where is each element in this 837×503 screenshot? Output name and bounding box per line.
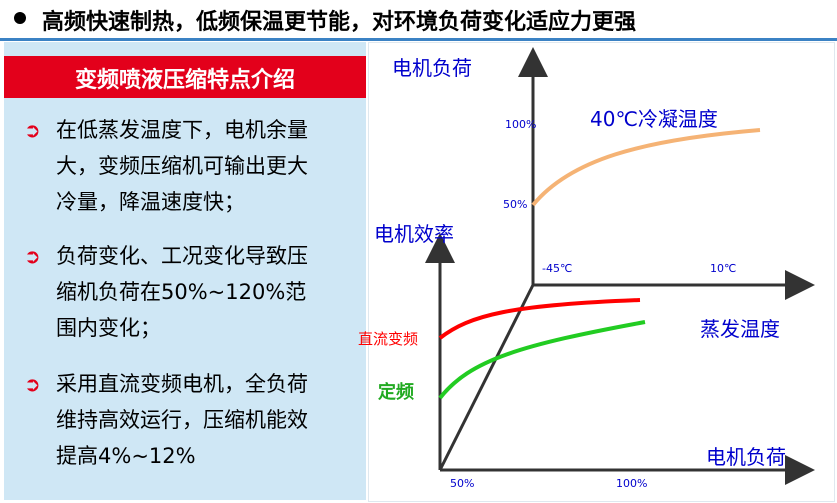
efficiency-axis-label: 电机效率: [374, 222, 454, 246]
feature-item: ➲ 负荷变化、工况变化导致压 缩机负荷在50%~120%范 围内变化；: [24, 238, 364, 346]
arrow-bullet-icon: ➲: [24, 372, 41, 396]
dc-label: 直流变频: [358, 330, 419, 348]
tick-50-bottom: 50%: [450, 477, 475, 490]
features-panel: 变频喷液压缩特点介绍 ➲ 在低蒸发温度下，电机余量 大，变频压缩机可输出更大 冷…: [4, 42, 366, 500]
tick-50-upper: 50%: [503, 198, 528, 211]
tick-10: 10℃: [710, 262, 737, 275]
feature-line: 冷量，降温速度快；: [56, 190, 245, 214]
feature-item: ➲ 在低蒸发温度下，电机余量 大，变频压缩机可输出更大 冷量，降温速度快；: [24, 112, 364, 220]
arrow-bullet-icon: ➲: [24, 118, 41, 142]
fixed-label: 定频: [378, 382, 414, 403]
condense-label: 40℃冷凝温度: [590, 107, 718, 131]
tick-100-bottom: 100%: [616, 477, 648, 490]
feature-item: ➲ 采用直流变频电机，全负荷 维持高效运行，压缩机能效 提高4%~12%: [24, 366, 364, 474]
slide-title: 高频快速制热，低频保温更节能，对环境负荷变化适应力更强: [42, 10, 637, 35]
dc-inverter-curve: [438, 298, 641, 340]
panel-title: 变频喷液压缩特点介绍: [74, 68, 295, 93]
feature-line: 维持高效运行，压缩机能效: [56, 408, 308, 432]
load-axis-label: 电机负荷: [706, 445, 786, 469]
evap-axis-label: 蒸发温度: [700, 317, 780, 341]
feature-line: 采用直流变频电机，全负荷: [56, 372, 308, 396]
fixed-freq-curve: [438, 320, 646, 400]
upper-axis-label: 电机负荷: [392, 56, 472, 80]
bullet-icon: [14, 12, 26, 24]
feature-line: 负荷变化、工况变化导致压: [56, 244, 308, 268]
panel-header: 变频喷液压缩特点介绍: [4, 56, 366, 98]
feature-line: 大，变频压缩机可输出更大: [56, 154, 308, 178]
feature-line: 提高4%~12%: [56, 444, 196, 468]
diagram-frame: [368, 42, 835, 502]
feature-line: 缩机负荷在50%~120%范: [56, 280, 307, 304]
condense-curve: [531, 128, 761, 207]
arrow-bullet-icon: ➲: [24, 244, 41, 268]
tick-100-upper: 100%: [505, 118, 537, 131]
feature-line: 围内变化；: [56, 316, 161, 340]
diagonal-connector: [438, 284, 535, 471]
title-bar: 高频快速制热，低频保温更节能，对环境负荷变化适应力更强: [0, 0, 837, 41]
tick-minus45: -45℃: [542, 262, 573, 275]
feature-line: 在低蒸发温度下，电机余量: [56, 118, 308, 142]
